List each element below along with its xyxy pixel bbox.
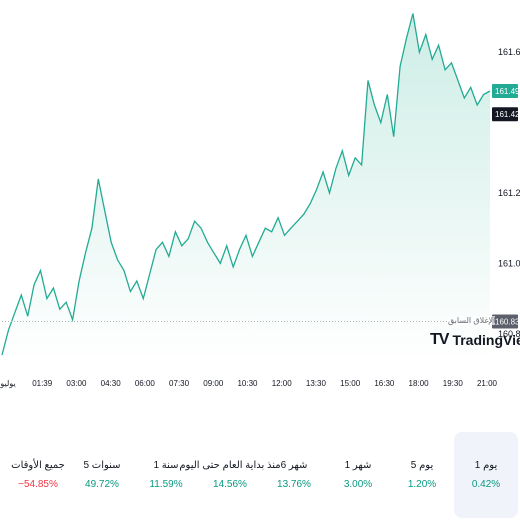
- x-tick-label: 03:00: [66, 379, 87, 388]
- prev-close-tag-bg: [492, 107, 518, 122]
- y-tick-label: 161.200: [498, 188, 520, 198]
- period-change-value: 14.56%: [213, 479, 247, 490]
- x-tick-label: 15:00: [340, 379, 361, 388]
- y-tick-label: 161.600: [498, 47, 520, 57]
- period-change-value: 49.72%: [85, 479, 119, 490]
- x-tick-label: 06:00: [135, 379, 156, 388]
- x-tick-label: 12:00: [272, 379, 293, 388]
- x-tick-label: 18:00: [409, 379, 430, 388]
- x-tick-label: 01:39: [32, 379, 53, 388]
- price-chart[interactable]: 161.600 161.200 161.000 160.800 يوليو 01:39 03…: [0, 0, 520, 400]
- period-button[interactable]: جميع الأوقات −54.85%: [6, 432, 70, 518]
- period-button[interactable]: 6 شهر 13.76%: [262, 432, 326, 518]
- period-change-value: 1.20%: [407, 479, 437, 490]
- period-label: 1 سنة: [153, 460, 179, 471]
- current-price-tag-text: 161.499: [495, 87, 520, 96]
- period-label: 5 سنوات: [83, 460, 121, 471]
- period-button[interactable]: 5 يوم 1.20%: [390, 432, 454, 518]
- period-label: 6 شهر: [280, 460, 308, 471]
- price-area: [2, 13, 490, 362]
- period-button[interactable]: 5 سنوات 49.72%: [70, 432, 134, 518]
- period-label: 1 شهر: [344, 460, 372, 471]
- y-tick-label: 161.000: [498, 258, 520, 268]
- tradingview-logo-text: TradingView: [452, 332, 520, 348]
- x-tick-label: 21:00: [477, 379, 498, 388]
- previous-close-label: الإغلاق السابق: [448, 316, 496, 325]
- performance-periods: 1 يوم 0.42% 5 يوم 1.20% 1 شهر 3.00% 6 شهر 13.76…: [0, 432, 520, 520]
- x-tick-label: 09:00: [203, 379, 224, 388]
- period-label: 5 يوم: [410, 460, 434, 471]
- price-line: [1, 13, 491, 356]
- x-tick-label: 10:30: [237, 379, 258, 388]
- period-label: منذ بداية العام حتى اليوم: [179, 460, 281, 471]
- period-label: 1 يوم: [474, 460, 498, 471]
- period-button[interactable]: 1 يوم 0.42%: [454, 432, 518, 518]
- current-price-tag: 161.499: [492, 83, 520, 98]
- x-tick-label: 13:30: [306, 379, 327, 388]
- baseline-price-tag: 160.835: [492, 314, 520, 329]
- period-button[interactable]: منذ بداية العام حتى اليوم 14.56%: [179, 432, 280, 518]
- prev-close-tag: 161.424: [492, 107, 520, 122]
- x-tick-label: 16:30: [374, 379, 395, 388]
- period-label: جميع الأوقات: [11, 460, 65, 471]
- baseline-price-tag-bg: [492, 314, 518, 329]
- period-change-value: 11.59%: [149, 479, 183, 490]
- tradingview-logo: TV TradingView: [430, 331, 520, 349]
- x-tick-label: يوليو: [0, 379, 16, 388]
- period-change-value: 3.00%: [343, 479, 373, 490]
- current-price-tag-bg: [492, 83, 518, 98]
- x-tick-label: 19:30: [443, 379, 464, 388]
- period-change-value: −54.85%: [18, 479, 58, 490]
- y-tick-label: 160.800: [498, 329, 520, 339]
- period-change-value: 13.76%: [277, 479, 311, 490]
- period-button[interactable]: 1 شهر 3.00%: [326, 432, 390, 518]
- prev-close-tag-text: 161.424: [495, 110, 520, 119]
- tradingview-mark-icon: TV: [430, 331, 449, 348]
- baseline-price-tag-text: 160.835: [495, 318, 520, 327]
- x-tick-label: 04:30: [101, 379, 122, 388]
- period-button[interactable]: 1 سنة 11.59%: [134, 432, 198, 518]
- period-change-value: 0.42%: [471, 479, 501, 490]
- x-tick-label: 07:30: [169, 379, 190, 388]
- chart-canvas[interactable]: 161.600 161.200 161.000 160.800 يوليو 01:39 03…: [0, 0, 520, 400]
